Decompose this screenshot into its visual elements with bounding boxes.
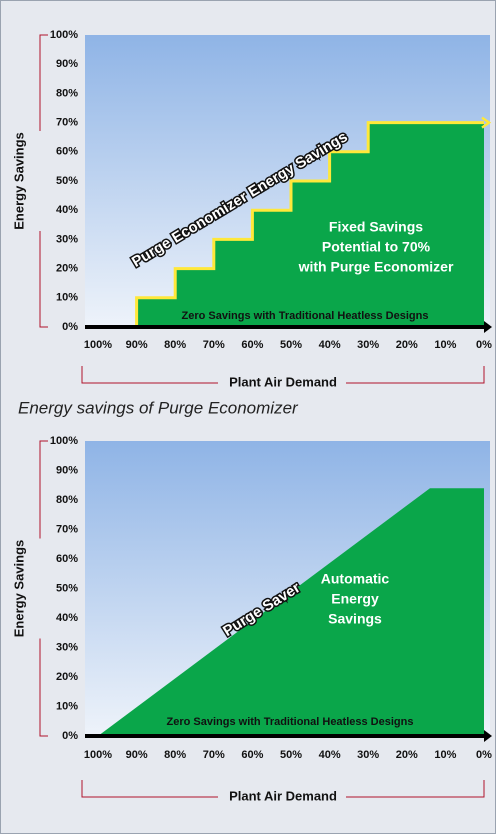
annotation: Zero Savings with Traditional Heatless D… [182,310,429,322]
y-tick-label: 60% [56,146,78,158]
x-tick-label: 90% [126,339,148,351]
x-tick-label: 0% [476,749,492,761]
baseline-arrow [484,321,492,333]
x-tick-label: 10% [434,749,456,761]
annotation: Fixed Savings [329,219,423,235]
y-tick-label: 50% [56,175,78,187]
y-label-bg [12,131,42,231]
x-tick-label: 40% [319,749,341,761]
y-tick-label: 0% [62,730,78,742]
savings-area [98,488,484,736]
y-tick-label: 0% [62,321,78,333]
x-tick-label: 40% [319,339,341,351]
x-tick-label: 80% [164,749,186,761]
baseline-arrow [484,730,492,742]
x-tick-label: 60% [241,749,263,761]
x-tick-label: 100% [84,339,112,351]
x-tick-label: 0% [476,339,492,351]
y-tick-label: 100% [50,435,78,447]
x-tick-label: 10% [434,339,456,351]
x-tick-label: 50% [280,749,302,761]
y-tick-label: 70% [56,117,78,129]
annotation: Savings [328,611,382,627]
x-label-bg [218,374,346,392]
x-tick-label: 80% [164,339,186,351]
y-tick-label: 100% [50,29,78,41]
y-tick-label: 50% [56,582,78,594]
y-tick-label: 90% [56,464,78,476]
y-tick-label: 40% [56,204,78,216]
x-axis-label: Plant Air Demand [229,788,337,803]
step-arrow [481,116,492,129]
x-tick-label: 60% [241,339,263,351]
savings-area [136,122,484,327]
y-tick-label: 30% [56,233,78,245]
y-tick-label: 20% [56,263,78,275]
annotation: Automatic [321,571,390,587]
x-label-bg [218,788,346,806]
annotation: Energy [331,591,379,607]
x-tick-label: 100% [84,749,112,761]
y-axis-label: Energy Savings [11,540,26,638]
x-axis-label: Plant Air Demand [229,374,337,389]
y-axis-label: Energy Savings [11,132,26,230]
y-tick-label: 10% [56,292,78,304]
y-tick-label: 80% [56,87,78,99]
x-tick-label: 30% [357,339,379,351]
y-label-bg [12,538,42,639]
y-tick-label: 70% [56,523,78,535]
annotation: with Purge Economizer [298,259,454,275]
y-tick-label: 90% [56,58,78,70]
y-tick-label: 20% [56,671,78,683]
y-tick-label: 60% [56,553,78,565]
caption: Energy savings of Purge Economizer [18,398,299,417]
x-tick-label: 20% [396,339,418,351]
x-tick-label: 20% [396,749,418,761]
x-tick-label: 90% [126,749,148,761]
annotation: Potential to 70% [322,239,431,255]
y-tick-label: 10% [56,700,78,712]
annotation: Zero Savings with Traditional Heatless D… [167,716,414,728]
y-tick-label: 80% [56,494,78,506]
y-tick-label: 30% [56,641,78,653]
savings-step-line [135,121,484,327]
x-tick-label: 50% [280,339,302,351]
x-tick-label: 70% [203,749,225,761]
x-tick-label: 70% [203,339,225,351]
y-tick-label: 40% [56,612,78,624]
x-tick-label: 30% [357,749,379,761]
